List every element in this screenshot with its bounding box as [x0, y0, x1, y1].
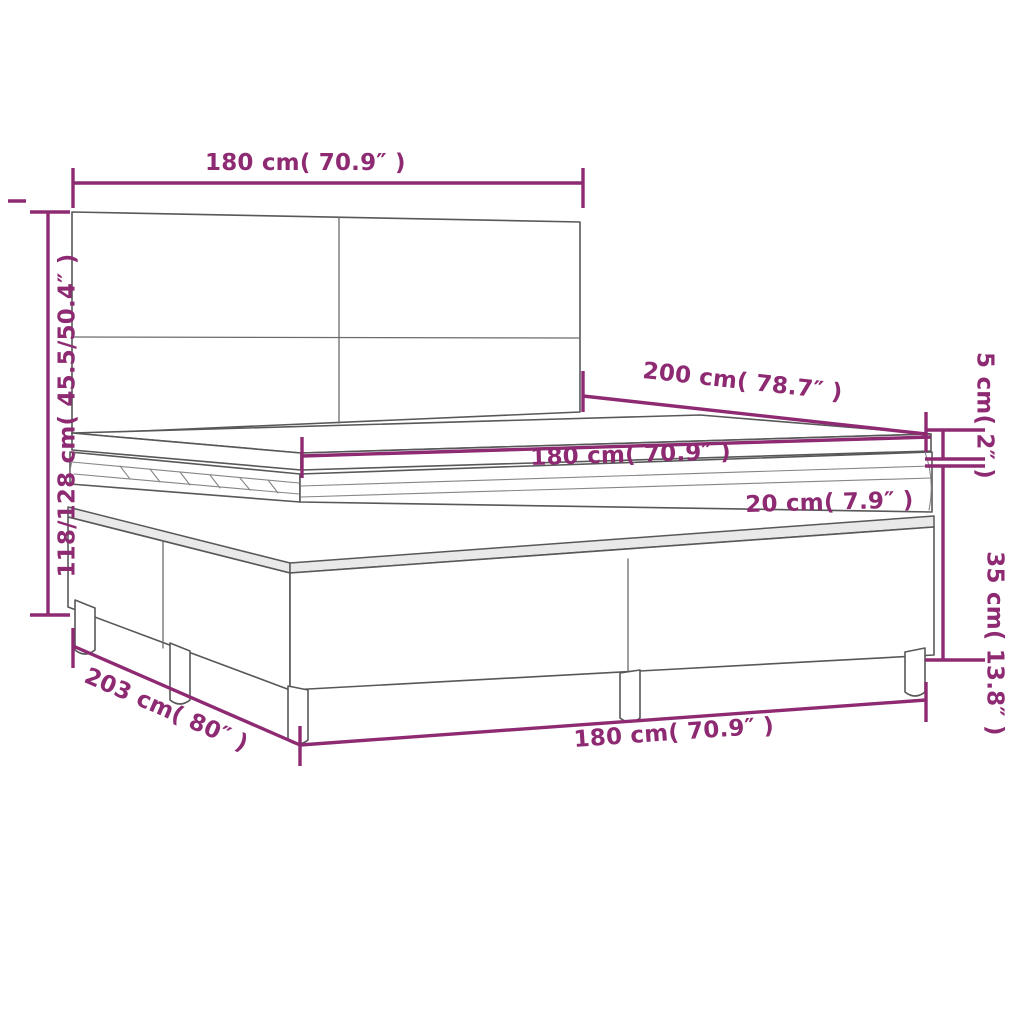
dimline-base-width [299, 682, 928, 747]
dimline-topper-thickness [925, 428, 985, 461]
label-mattress-thickness: 20 cm( 7.9″ ) [744, 487, 914, 518]
leg-front-center [287, 685, 309, 745]
bed-illustration [67, 211, 935, 745]
label-total-height: 118/128 cm( 45.5/50.4″ ) [54, 253, 81, 578]
label-topper-thickness: 5 cm( 2″ ) [971, 352, 998, 479]
mattress-stitch-left-1 [71, 461, 300, 484]
mattress-corner-left [69, 451, 77, 485]
dimline-overall-length [71, 628, 302, 766]
leg-front-right [619, 669, 641, 723]
mattress-stitch-front [300, 465, 932, 487]
leg-right-end [904, 647, 926, 697]
dimline-mattress-width [300, 435, 932, 478]
leg-front-left [74, 599, 96, 655]
headboard-panel [71, 211, 581, 435]
base-front-face [289, 526, 935, 691]
mattress-corner-right [924, 451, 932, 511]
headboard-seam-horizontal [71, 336, 581, 339]
label-mattress-width: 180 cm( 70.9″ ) [529, 439, 732, 471]
mattress-front-face [299, 451, 933, 513]
label-base-height: 35 cm( 13.8″ ) [981, 551, 1008, 736]
mattress-stitch-left-2 [73, 473, 300, 495]
mattress-stitch-dashes [119, 465, 279, 494]
dimline-bed-length [581, 371, 928, 452]
label-headboard-width: 180 cm( 70.9″ ) [205, 150, 406, 176]
dimline-headboard-width [71, 168, 585, 208]
dimline-base-height [925, 464, 985, 662]
mattress-stitch-front-2 [300, 477, 932, 498]
dimline-total-height [8, 199, 70, 617]
